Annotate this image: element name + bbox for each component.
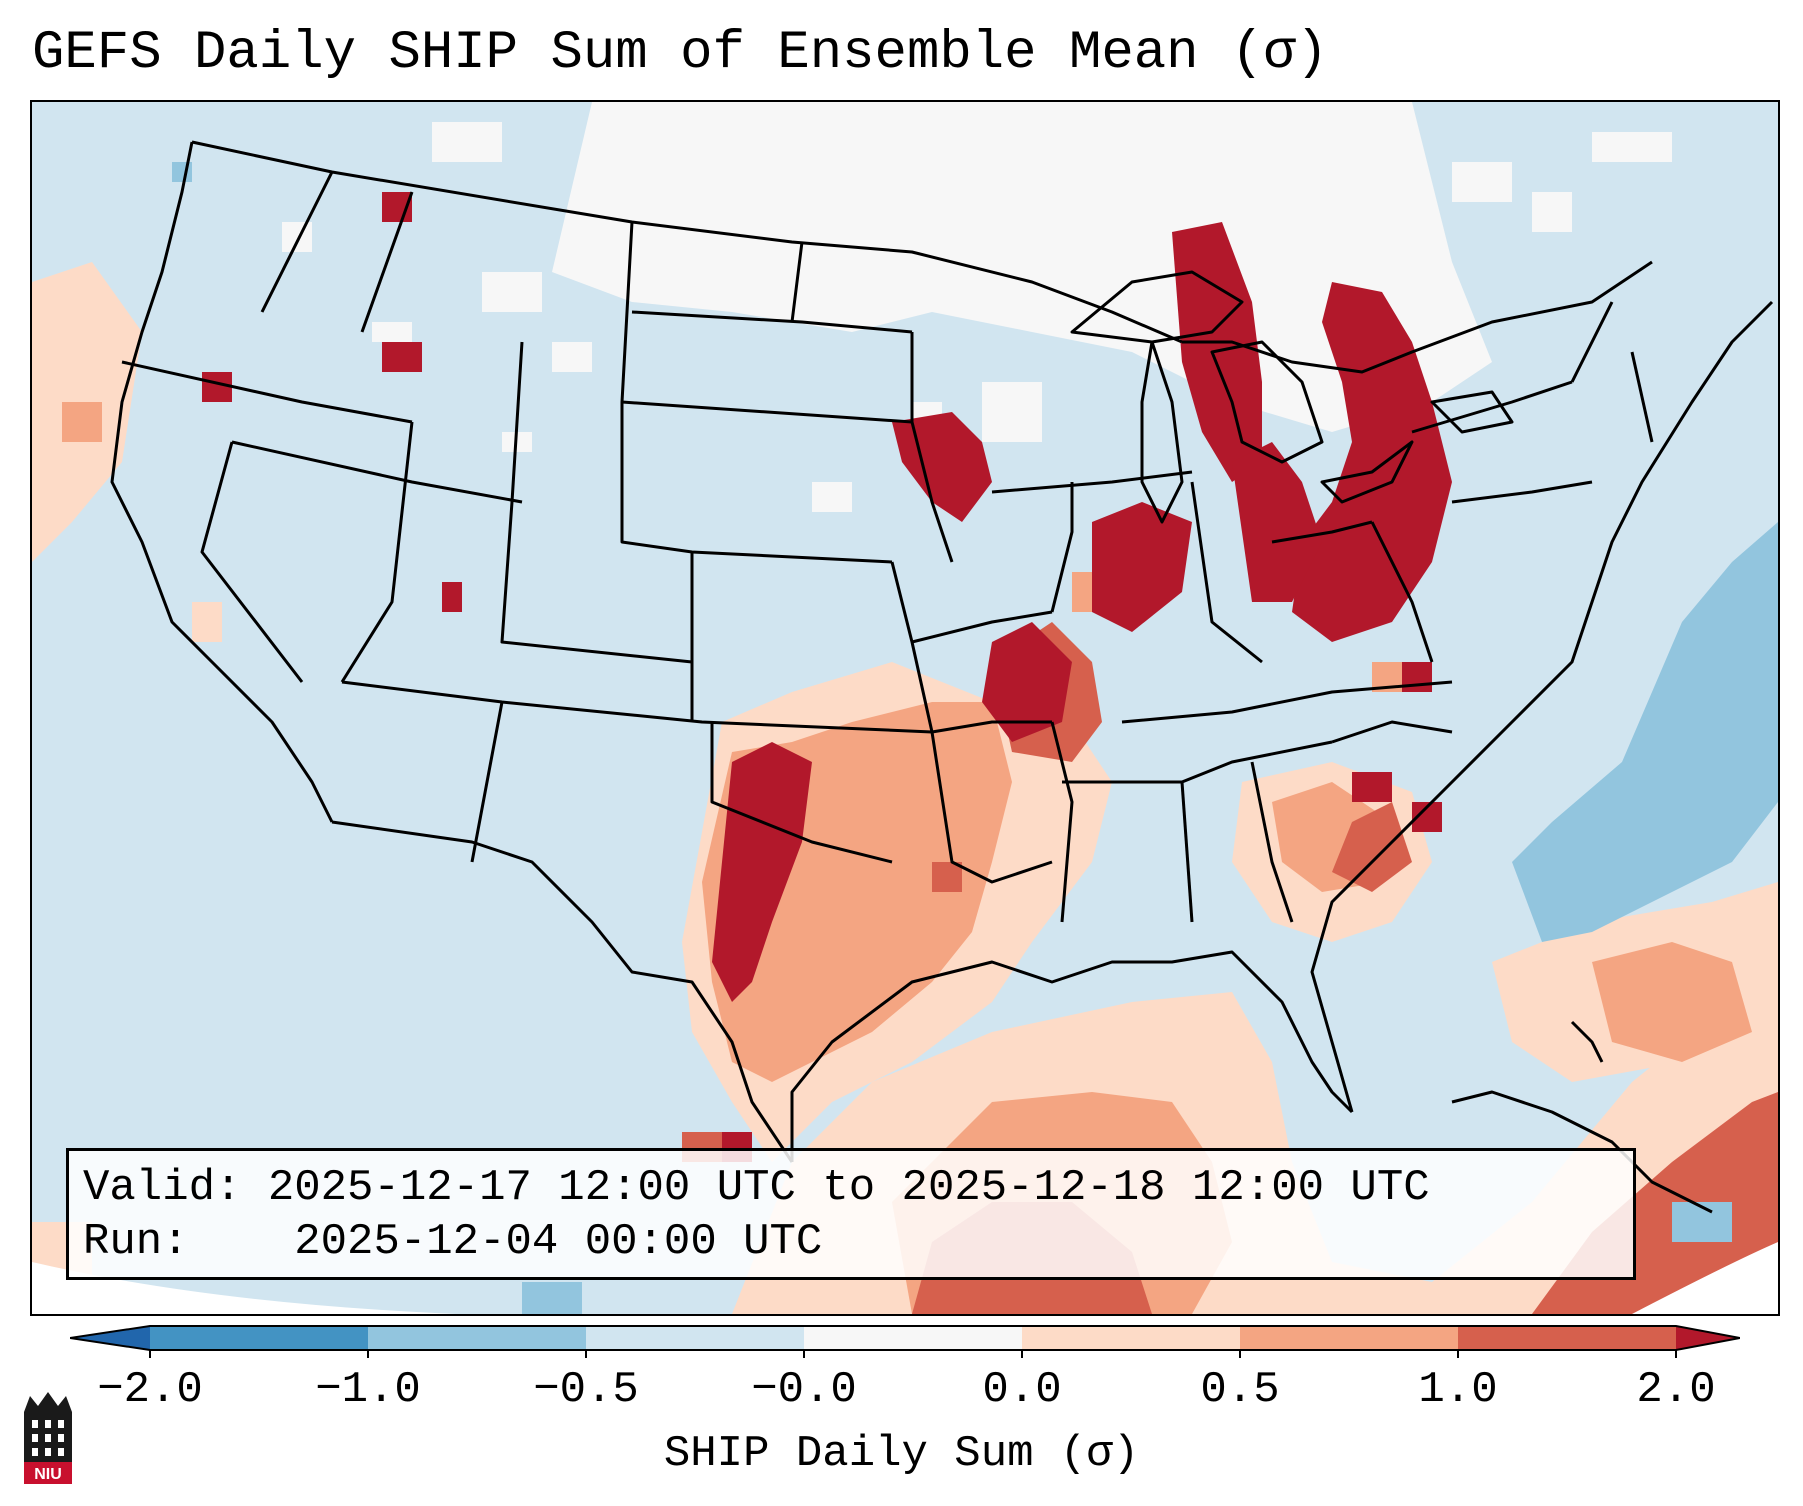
blue-regions	[172, 162, 1778, 1314]
colorbar-extend-low	[70, 1326, 150, 1350]
colorbar-bin-5	[1022, 1326, 1240, 1350]
valid-label: Valid:	[83, 1163, 242, 1213]
map-boundaries	[110, 140, 1774, 1214]
niu-tower-logo-icon: NIU	[24, 1392, 72, 1484]
projection-edge-right	[1632, 1242, 1778, 1314]
colorbar-tick-label: −2.0	[97, 1365, 203, 1415]
map-title: GEFS Daily SHIP Sum of Ensemble Mean (σ)	[32, 23, 1329, 84]
valid-value: 2025-12-17 12:00 UTC to 2025-12-18 12:00…	[267, 1163, 1430, 1213]
colorbar-tick-label: 0.0	[982, 1365, 1062, 1415]
colorbar-tick-marks	[149, 1350, 1677, 1358]
colorbar-tick-label: −0.5	[533, 1365, 639, 1415]
colorbar	[70, 1325, 1740, 1358]
colorbar-tick-label: 1.0	[1418, 1365, 1498, 1415]
colorbar-label: SHIP Daily Sum (σ)	[663, 1429, 1140, 1479]
colorbar-bin-2	[368, 1326, 586, 1350]
colorbar-tick-label: 0.5	[1200, 1365, 1280, 1415]
map-canvas	[32, 102, 1778, 1314]
validity-info-box: Valid: 2025-12-17 12:00 UTC to 2025-12-1…	[66, 1148, 1636, 1280]
map-panel[interactable]	[30, 100, 1780, 1316]
logo-text: NIU	[34, 1466, 62, 1483]
projection-edge-left	[32, 1262, 832, 1314]
colorbar-bin-3	[586, 1326, 804, 1350]
run-value: 2025-12-04 00:00 UTC	[294, 1217, 823, 1267]
colorbar-tick-label: −0.0	[751, 1365, 857, 1415]
colorbar-bin-6	[1240, 1326, 1458, 1350]
colorbar-tick-label: −1.0	[315, 1365, 421, 1415]
colorbar-bin-7	[1458, 1326, 1676, 1350]
colorbar-bin-1	[150, 1326, 368, 1350]
colorbar-bin-4	[804, 1326, 1022, 1350]
deep-red-regions	[202, 192, 1452, 1162]
run-label: Run:	[83, 1217, 189, 1267]
colorbar-extend-high	[1676, 1326, 1740, 1350]
colorbar-tick-label: 2.0	[1636, 1365, 1716, 1415]
